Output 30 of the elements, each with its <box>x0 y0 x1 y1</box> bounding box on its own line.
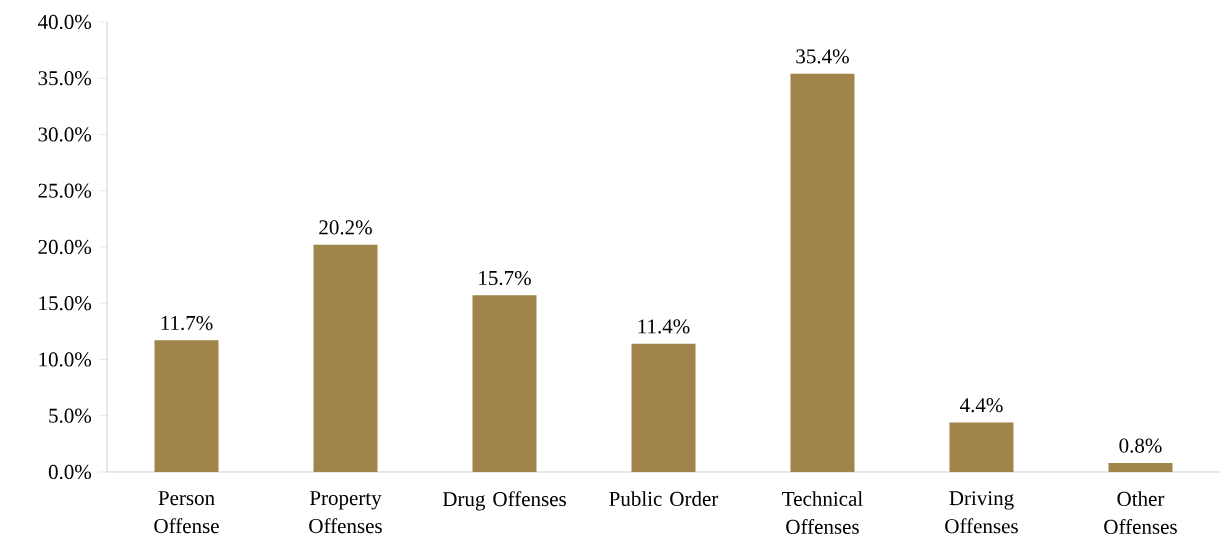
x-tick-label: Other Offenses <box>1104 491 1177 534</box>
data-label: 11.4% <box>638 319 690 334</box>
y-tick-label: 5.0% <box>49 408 92 423</box>
y-tick-label: 20.0% <box>38 239 92 255</box>
y-tick-label: 10.0% <box>39 352 92 367</box>
y-tick-label: 0.0% <box>48 464 92 480</box>
data-label: 20.2% <box>319 220 372 235</box>
x-tick-label: Property Offenses <box>309 491 382 534</box>
bar <box>472 295 537 472</box>
data-label: 15.7% <box>479 270 531 286</box>
x-tick-label: Person Offense <box>154 491 219 534</box>
x-tick-label: Drug Offenses <box>442 491 566 511</box>
x-tick-label: Public Order <box>609 491 719 506</box>
data-label: 4.4% <box>960 398 1003 413</box>
y-tick-label: 35.0% <box>38 71 92 86</box>
bar <box>790 73 855 472</box>
bar <box>1108 462 1173 472</box>
bar <box>154 340 219 472</box>
bar <box>313 244 378 472</box>
data-label: 11.7% <box>161 315 213 331</box>
x-tick-label: Technical Offenses <box>782 491 863 534</box>
y-tick-label: 30.0% <box>38 127 92 142</box>
data-label: 0.8% <box>1119 438 1162 453</box>
y-tick-label: 40.0% <box>37 14 92 30</box>
y-tick-label: 15.0% <box>39 296 92 311</box>
bar <box>631 343 696 472</box>
bar <box>949 422 1014 472</box>
y-tick-label: 25.0% <box>38 183 92 198</box>
x-tick-label: Driving Offenses <box>945 491 1018 534</box>
data-label: 35.4% <box>796 49 849 64</box>
